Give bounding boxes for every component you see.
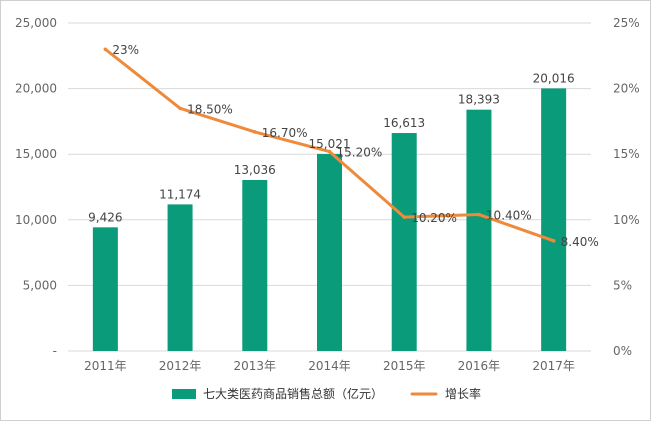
right-axis-tick-label: 10% [613,213,640,227]
growth-rate-point-4 [402,215,407,219]
bar-1 [167,204,193,351]
growth-rate-point-5 [477,212,481,217]
x-axis-tick-label: 2011年 [84,359,127,373]
bar-value-label: 18,393 [458,93,500,107]
growth-rate-label: 16.70% [262,126,308,140]
bar-4 [391,133,417,351]
left-axis-tick-label: 20,000 [15,82,57,96]
right-axis-tick-label: 5% [613,278,632,292]
right-axis-tick-label: 20% [613,82,640,96]
left-axis-tick-label: 5,000 [23,278,57,292]
x-axis-tick-label: 2014年 [308,359,351,373]
left-axis-tick-label: 25,000 [15,16,57,30]
growth-rate-label: 10.40% [486,209,532,223]
text-layer: - 5,000 10,000 15,000 20,000 25,000 0% 5% 10% 15%… [15,16,640,373]
bar-value-label: 15,021 [309,137,351,151]
legend-layer: 七大类医药商品销售总额（亿元） 增长率 [172,386,481,401]
growth-rate-point-1 [178,106,182,111]
bar-2 [242,179,268,351]
bar-0 [92,227,118,351]
legend-bar-swatch [172,389,196,399]
bar-value-label: 16,613 [383,116,425,130]
growth-rate-point-6 [551,238,556,243]
x-axis-tick-label: 2016年 [458,359,501,373]
x-axis-tick-label: 2017年 [532,359,575,373]
growth-rate-label: 10.20% [411,211,457,225]
line-layer [103,47,556,243]
bar-5 [466,109,492,351]
growth-rate-point-2 [252,130,257,134]
bar-value-label: 13,036 [234,163,276,177]
bar-value-label: 11,174 [159,187,201,201]
growth-rate-point-0 [103,47,108,52]
x-axis-tick-label: 2012年 [159,359,202,373]
left-axis-tick-label: 10,000 [15,213,57,227]
left-axis-tick-label: - [53,344,57,358]
legend-bar-label: 七大类医药商品销售总额（亿元） [203,386,383,401]
x-axis-tick-label: 2015年 [383,359,426,373]
bar-6 [541,88,567,352]
x-axis-tick-label: 2013年 [234,359,277,373]
growth-rate-label: 18.50% [187,102,233,116]
legend-line-label: 增长率 [445,386,481,401]
right-axis-tick-label: 0% [613,344,632,358]
bar-3 [317,153,342,351]
bar-value-label: 9,426 [88,210,122,224]
bars-layer [92,88,567,352]
growth-rate-label: 23% [112,43,139,57]
right-axis-tick-label: 25% [613,16,640,30]
growth-rate-label: 8.40% [561,235,599,249]
right-axis-tick-label: 15% [613,147,640,161]
growth-rate-point-3 [327,149,332,154]
growth-rate-label: 15.20% [337,146,383,160]
left-axis-tick-label: 15,000 [15,147,57,161]
bar-value-label: 20,016 [533,71,575,85]
